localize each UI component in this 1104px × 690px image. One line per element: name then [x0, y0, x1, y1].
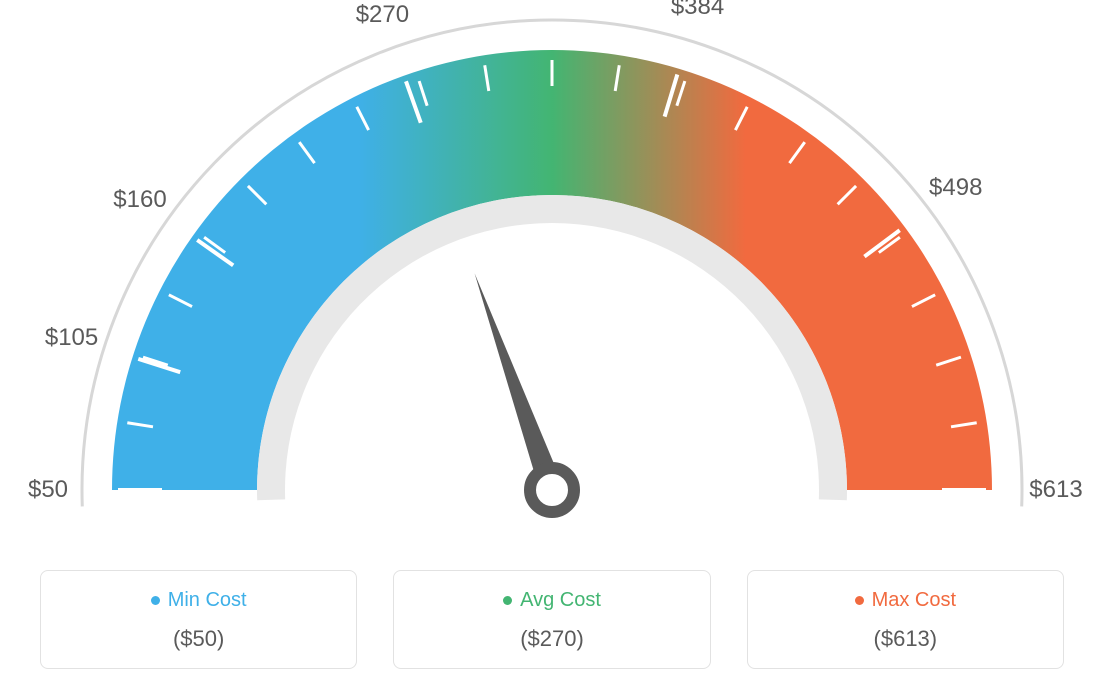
legend-dot-min: [151, 596, 160, 605]
gauge-tick-label: $384: [671, 0, 724, 21]
legend-title-avg: Avg Cost: [503, 589, 601, 612]
legend-dot-avg: [503, 596, 512, 605]
gauge-needle: [475, 273, 564, 494]
legend-row: Min Cost ($50) Avg Cost ($270) Max Cost …: [0, 570, 1104, 669]
legend-dot-max: [855, 596, 864, 605]
legend-label-min: Min Cost: [168, 589, 247, 612]
legend-card-min: Min Cost ($50): [40, 570, 357, 669]
legend-title-max: Max Cost: [855, 589, 956, 612]
gauge-hub: [530, 468, 574, 512]
gauge-tick-label: $270: [356, 1, 409, 29]
cost-gauge: $50 $105 $160 $270 $384 $498 $613: [0, 0, 1104, 560]
legend-label-max: Max Cost: [872, 589, 956, 612]
gauge-svg: [0, 0, 1104, 560]
legend-card-avg: Avg Cost ($270): [393, 570, 710, 669]
legend-card-max: Max Cost ($613): [747, 570, 1064, 669]
legend-title-min: Min Cost: [151, 589, 247, 612]
legend-label-avg: Avg Cost: [520, 589, 601, 612]
gauge-tick-label: $498: [929, 174, 982, 202]
gauge-tick-label: $160: [113, 186, 166, 214]
legend-value-max: ($613): [758, 626, 1053, 652]
legend-value-min: ($50): [51, 626, 346, 652]
gauge-tick-label: $105: [45, 324, 98, 352]
legend-value-avg: ($270): [404, 626, 699, 652]
gauge-tick-label: $613: [1029, 476, 1082, 504]
gauge-tick-label: $50: [28, 476, 68, 504]
